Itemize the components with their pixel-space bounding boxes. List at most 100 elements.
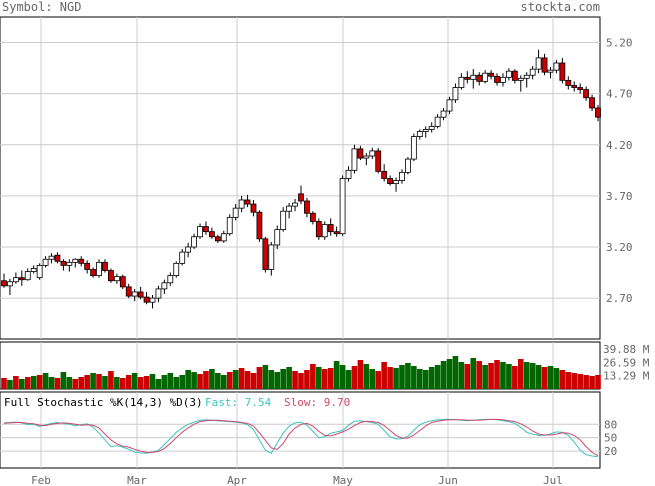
candle — [286, 205, 293, 212]
volume-bar — [589, 376, 595, 389]
volume-bar — [250, 373, 257, 389]
volume-tick-label: 39.88 M — [603, 343, 650, 356]
slow-line — [3, 418, 599, 457]
candle — [571, 85, 578, 88]
volume-bar — [434, 365, 441, 389]
candle — [191, 236, 197, 248]
month-label: Feb — [31, 474, 51, 486]
candle — [244, 199, 251, 205]
candle — [583, 89, 590, 99]
volume-bar — [547, 366, 554, 389]
candle — [363, 155, 370, 159]
candle — [470, 74, 477, 80]
candle — [179, 251, 186, 264]
candle — [78, 258, 85, 264]
candle — [422, 129, 429, 132]
volume-bar — [428, 367, 435, 389]
candle — [476, 74, 483, 82]
volume-panel: 39.88 M26.59 M13.29 M — [0, 341, 650, 390]
volume-bar — [30, 376, 37, 389]
candle — [42, 258, 49, 266]
stochastic-tick-label: 50 — [604, 432, 617, 445]
candle — [7, 281, 13, 287]
volume-bar — [179, 375, 185, 389]
volume-bar — [506, 364, 512, 389]
stochastic-frame — [0, 391, 601, 469]
candle — [339, 178, 346, 235]
volume-bar — [422, 370, 429, 389]
candle — [155, 288, 162, 299]
candle — [137, 291, 144, 298]
month-label: Jun — [438, 474, 458, 486]
volume-bar — [381, 362, 387, 389]
volume-bar — [553, 368, 560, 389]
volume-bar — [494, 360, 500, 389]
candle — [66, 261, 73, 266]
volume-bar — [482, 365, 488, 389]
volume-bar — [488, 363, 494, 389]
candle — [399, 171, 405, 181]
volume-bar — [256, 367, 263, 389]
candle — [72, 258, 79, 263]
candle — [30, 268, 37, 272]
candle — [203, 226, 209, 233]
candle — [446, 99, 453, 112]
candle — [304, 200, 310, 214]
volume-bar — [1, 378, 7, 389]
candle — [541, 57, 548, 73]
candle — [381, 170, 388, 179]
volume-bar — [512, 366, 518, 389]
candle — [488, 72, 494, 77]
site-label: stockta.com — [520, 0, 600, 14]
candle — [262, 238, 269, 270]
candle — [167, 275, 174, 284]
volume-bar — [96, 374, 102, 389]
candle — [565, 79, 572, 86]
candle — [36, 264, 43, 279]
candle — [232, 207, 239, 218]
candle — [54, 254, 61, 262]
fast-label: Fast: 7.54 — [205, 396, 272, 409]
price-tick-label: 3.70 — [606, 190, 633, 203]
month-label: Apr — [227, 474, 247, 486]
candle — [452, 87, 459, 101]
candle — [48, 255, 55, 260]
volume-bar — [286, 367, 292, 389]
volume-bar — [452, 356, 459, 389]
volume-bar — [120, 378, 126, 389]
volume-bar — [131, 373, 138, 389]
volume-bar — [541, 367, 548, 389]
candle — [1, 280, 7, 287]
candle — [458, 76, 465, 88]
volume-bar — [393, 368, 399, 389]
candle — [108, 270, 114, 282]
candle — [375, 150, 382, 172]
candle — [559, 62, 566, 81]
volume-bar — [24, 377, 31, 389]
candle — [595, 107, 601, 118]
volume-bar — [280, 369, 286, 389]
volume-bar — [185, 370, 191, 389]
candle — [511, 70, 518, 81]
volume-bar — [54, 378, 61, 389]
volume-bar — [523, 362, 530, 389]
volume-bar — [7, 380, 13, 389]
month-label: Jul — [543, 474, 563, 486]
candle — [102, 261, 108, 271]
volume-bar — [411, 366, 417, 389]
price-tick-label: 3.20 — [606, 241, 633, 254]
volume-bar — [595, 375, 601, 389]
candle — [410, 136, 417, 160]
candle — [357, 148, 364, 159]
candle — [321, 224, 328, 238]
volume-bar — [102, 376, 108, 389]
volume-bar — [78, 377, 85, 389]
volume-bar — [345, 370, 352, 389]
volume-bar — [167, 373, 174, 389]
candle — [197, 226, 203, 238]
candle — [220, 233, 227, 242]
volume-bar — [535, 365, 542, 389]
candle — [18, 277, 25, 281]
volume-bar — [399, 365, 405, 389]
month-label: May — [333, 474, 353, 486]
